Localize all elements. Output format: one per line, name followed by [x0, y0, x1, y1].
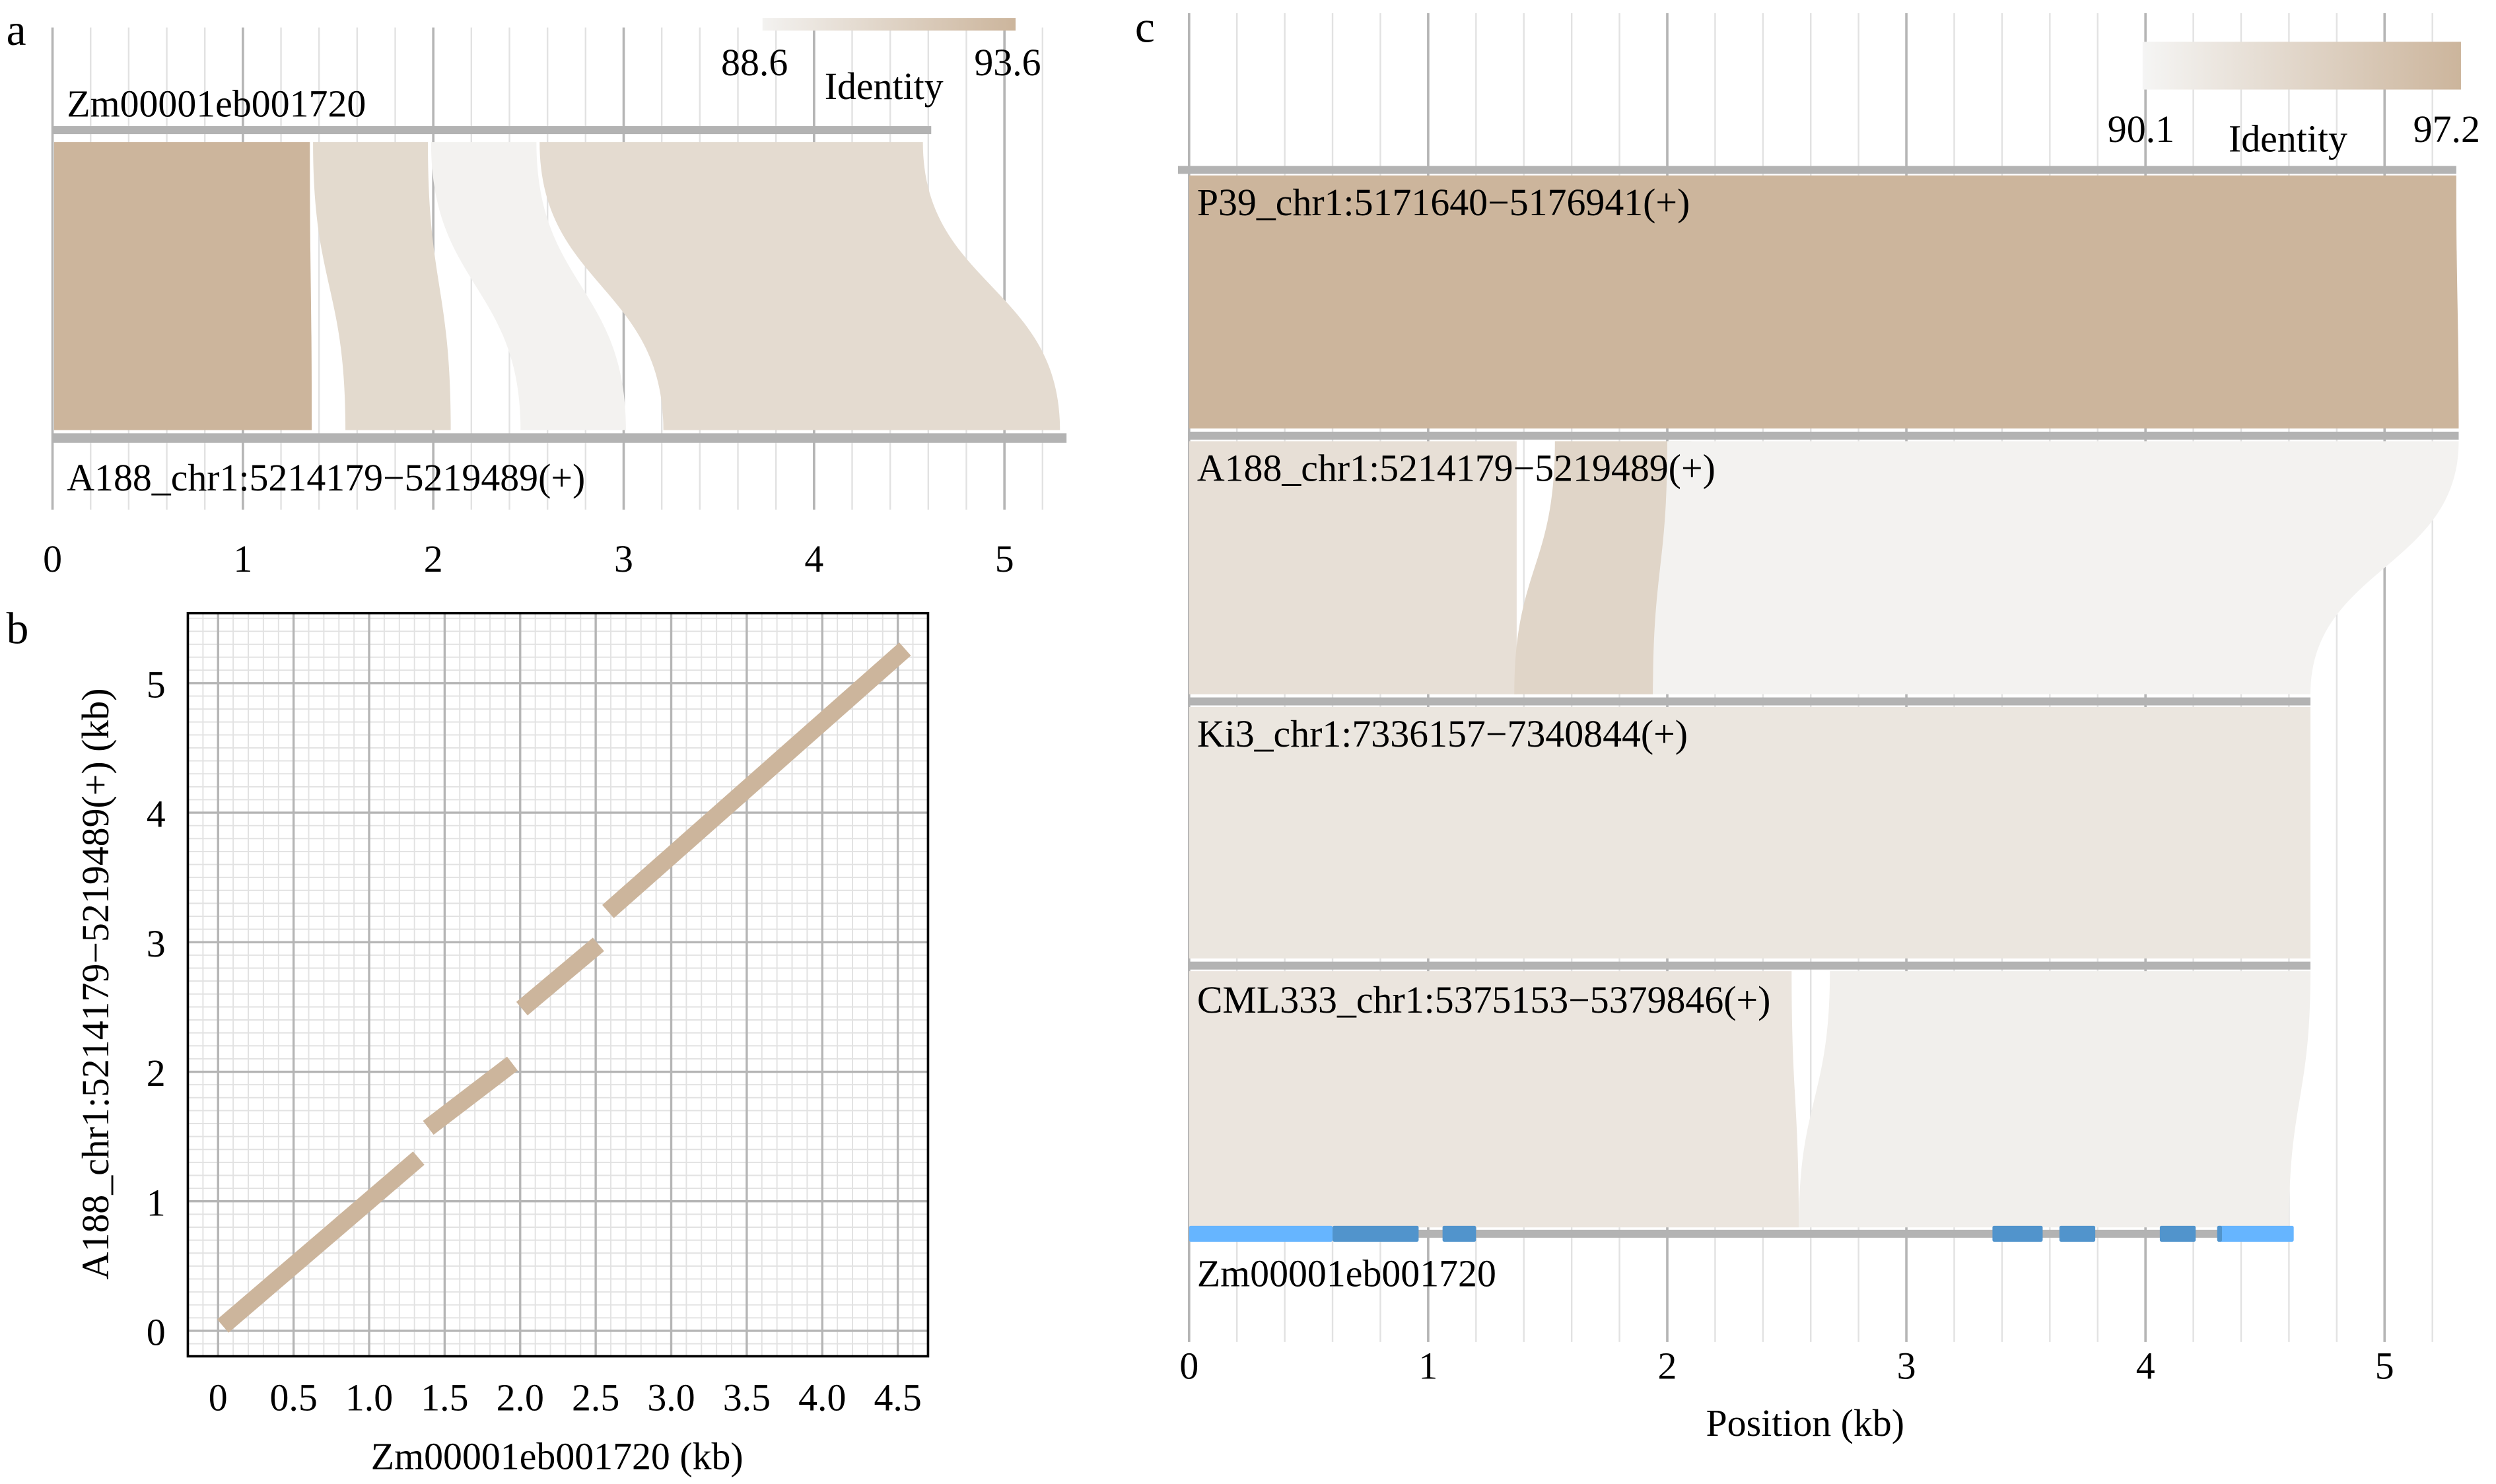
alignment-block: [1514, 441, 1692, 694]
alignment-block: [431, 142, 626, 430]
track-bar: [1189, 961, 2311, 970]
y-tick-label: 4: [147, 793, 166, 836]
panel-c: c 90.1 Identity 97.2 P39_chr1:5171640−51…: [1135, 2, 2480, 1444]
x-tick-label: 0.5: [269, 1376, 317, 1419]
panel-a: a 88.6 Identity 93.6 Zm00001eb001720 A18…: [7, 5, 1067, 580]
x-tick-label: 1.0: [345, 1376, 393, 1419]
alignment-segment: [217, 1151, 425, 1333]
legend-a-title: Identity: [825, 65, 944, 108]
track-label-a-top: Zm00001eb001720: [67, 83, 366, 125]
x-tick-label: 2.0: [497, 1376, 544, 1419]
legend-c-min: 90.1: [2108, 108, 2174, 151]
panel-b-dotplot-segments: [217, 642, 911, 1333]
track-label: A188_chr1:5214179−5219489(+): [1197, 447, 1716, 490]
panel-c-x-ticks: 0 1 2 3 4 5: [1179, 1344, 2394, 1387]
panel-b-grid: [187, 613, 929, 1357]
track-a-bottom: [52, 433, 1067, 443]
panel-b: b 0 0.5 1.0 1.5 2.0 2.5 3.0 3.5 4.0 4.5 0 1 2 3 4 5 Zm0…: [7, 604, 930, 1478]
cds-exon: [1333, 1225, 1419, 1242]
legend-c-max: 97.2: [2413, 108, 2480, 151]
x-tick-label: 0: [209, 1376, 228, 1419]
panel-b-xlabel: Zm00001eb001720 (kb): [371, 1435, 744, 1478]
alignment-segment: [423, 1056, 518, 1135]
alignment-block: [1189, 441, 1517, 694]
cds-exon: [2159, 1225, 2196, 1242]
x-tick-label: 1: [233, 537, 252, 580]
cds-exon: [1992, 1225, 2043, 1242]
x-tick-label: 4: [2136, 1344, 2155, 1387]
alignment-segment: [602, 642, 911, 918]
track-a-top: [52, 126, 932, 135]
cds-exon: [2059, 1225, 2096, 1242]
x-tick-label: 5: [995, 537, 1014, 580]
panel-letter-c: c: [1135, 2, 1155, 51]
gene-model: [1189, 1225, 2294, 1242]
panel-a-x-ticks: 0 1 2 3 4 5: [43, 537, 1014, 580]
y-tick-label: 2: [147, 1052, 166, 1095]
y-tick-label: 1: [147, 1181, 166, 1224]
x-tick-label: 0: [43, 537, 62, 580]
identity-colorbar-a: [762, 18, 1016, 31]
track-label: Ki3_chr1:7336157−7340844(+): [1197, 712, 1688, 755]
x-tick-label: 2.5: [572, 1376, 619, 1419]
panel-letter-a: a: [7, 5, 26, 55]
x-tick-label: 5: [2375, 1344, 2394, 1387]
cds-exon: [1442, 1225, 1476, 1242]
panel-c-xlabel: Position (kb): [1706, 1401, 1905, 1444]
alignment-block: [539, 142, 1060, 430]
alignment-block: [313, 142, 451, 430]
legend-a-min: 88.6: [721, 41, 788, 84]
x-tick-label: 0: [1179, 1344, 1198, 1387]
legend-c-title: Identity: [2229, 118, 2347, 160]
x-tick-label: 3: [1897, 1344, 1916, 1387]
x-tick-label: 2: [1658, 1344, 1677, 1387]
alignment-block: [53, 142, 312, 430]
alignment-block: [1799, 971, 2311, 1228]
track-label: P39_chr1:5171640−5176941(+): [1197, 181, 1690, 224]
x-tick-label: 4.5: [874, 1376, 921, 1419]
legend-a-max: 93.6: [974, 41, 1041, 84]
panel-a-alignment-blocks: [53, 142, 1060, 430]
y-tick-label: 3: [147, 922, 166, 965]
track-bar: [1177, 166, 2456, 174]
alignment-segment: [516, 937, 604, 1016]
x-tick-label: 4.0: [798, 1376, 846, 1419]
x-tick-label: 2: [424, 537, 443, 580]
x-tick-label: 3: [614, 537, 633, 580]
y-tick-label: 5: [147, 663, 166, 706]
panel-b-ylabel: A188_chr1:5214179−5219489(+) (kb): [74, 689, 117, 1280]
utr-exon: [1189, 1225, 1333, 1242]
gene-model-label: Zm00001eb001720: [1197, 1252, 1496, 1295]
track-bar: [1189, 431, 2459, 440]
track-label-a-bottom: A188_chr1:5214179−5219489(+): [67, 456, 585, 499]
utr-exon: [2217, 1225, 2294, 1242]
panel-b-ticks: 0 0.5 1.0 1.5 2.0 2.5 3.0 3.5 4.0 4.5 0 1 2 3 4 5: [147, 663, 922, 1419]
x-tick-label: 4: [804, 537, 823, 580]
alignment-block: [1189, 706, 2311, 959]
x-tick-label: 3.0: [647, 1376, 695, 1419]
track-label: CML333_chr1:5375153−5379846(+): [1197, 978, 1771, 1021]
panel-letter-b: b: [7, 604, 29, 654]
panel-c-tracks: P39_chr1:5171640−5176941(+) A188_chr1:521…: [1177, 166, 2459, 1021]
panel-c-alignment-blocks: [1189, 175, 2459, 1228]
alignment-block: [1653, 441, 2459, 694]
identity-colorbar-c: [2142, 42, 2461, 90]
panel-b-frame: [186, 611, 930, 1358]
alignment-block: [1189, 175, 2459, 429]
x-tick-label: 1: [1418, 1344, 1438, 1387]
alignment-block: [1189, 971, 1799, 1228]
y-tick-label: 0: [147, 1311, 166, 1354]
x-tick-label: 1.5: [421, 1376, 468, 1419]
cds-exon: [2217, 1225, 2223, 1242]
track-bar: [1189, 697, 2311, 706]
x-tick-label: 3.5: [723, 1376, 771, 1419]
